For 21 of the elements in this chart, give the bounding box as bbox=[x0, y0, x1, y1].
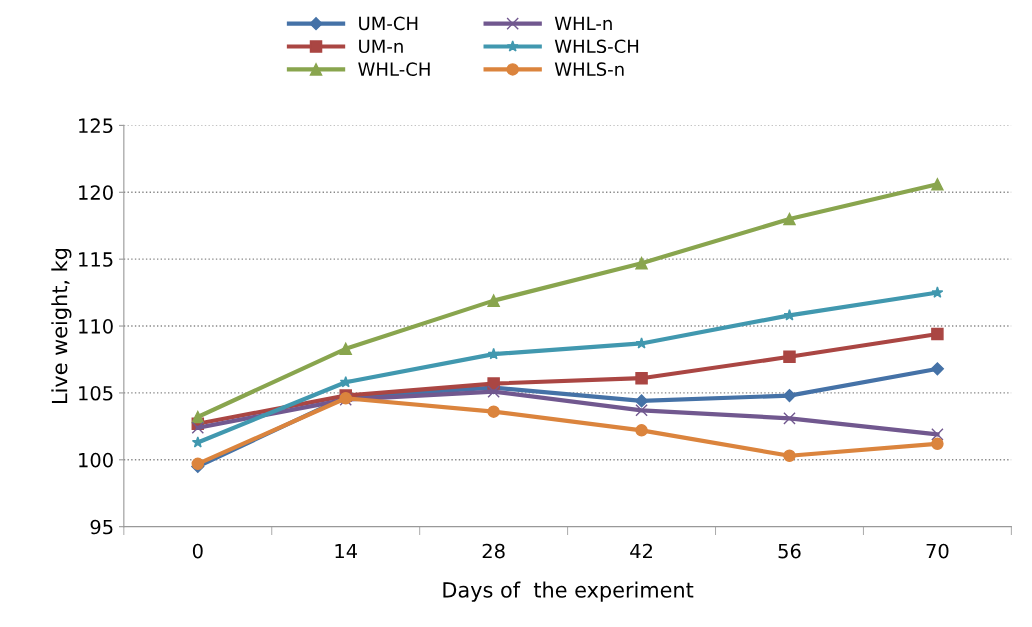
legend-label: WHLS-CH bbox=[554, 39, 639, 54]
x-tick-label: 28 bbox=[482, 543, 505, 559]
x-tick-label: 0 bbox=[192, 543, 203, 559]
x-tick-label: 42 bbox=[630, 543, 652, 559]
y-tick-label: 115 bbox=[79, 252, 113, 267]
x-axis-title: Days of the experiment bbox=[443, 581, 694, 602]
y-tick-label: 120 bbox=[79, 185, 113, 200]
x-tick-label: 14 bbox=[335, 543, 357, 559]
y-tick-label: 100 bbox=[79, 452, 113, 468]
y-axis-title: Live weight, kg bbox=[51, 248, 72, 403]
y-tick-label: 95 bbox=[90, 519, 113, 535]
y-tick-label: 105 bbox=[79, 385, 113, 401]
legend-label: UM-CH bbox=[359, 16, 418, 31]
x-tick-label: 56 bbox=[778, 543, 801, 559]
y-tick-label: 110 bbox=[79, 319, 113, 334]
legend-label: WHL-CH bbox=[358, 62, 430, 77]
legend-label: UM-n bbox=[359, 39, 403, 54]
x-tick-label: 70 bbox=[926, 543, 949, 559]
legend-label: WHL-n bbox=[554, 16, 612, 30]
legend-label: WHLS-n bbox=[554, 62, 624, 77]
y-tick-label: 125 bbox=[79, 118, 113, 134]
